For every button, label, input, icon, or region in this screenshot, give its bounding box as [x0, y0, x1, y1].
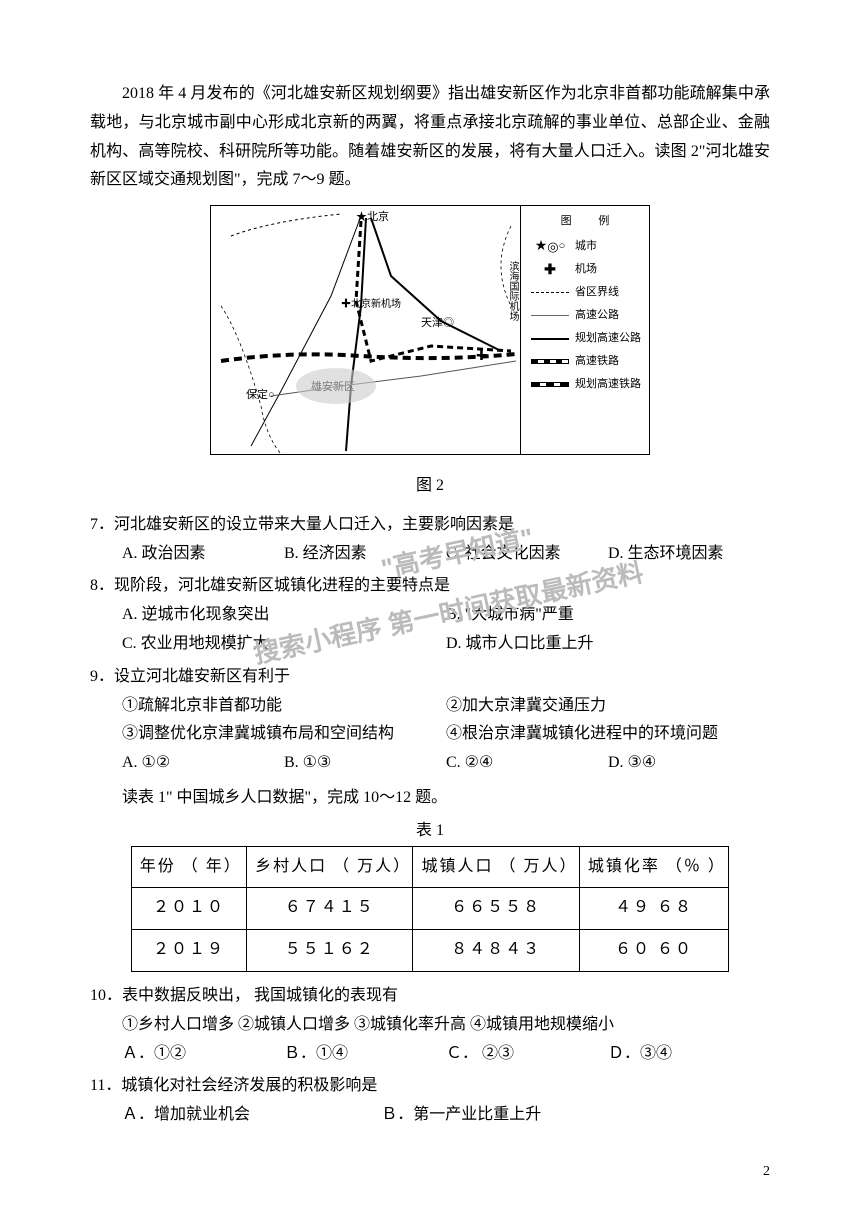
map-container: ★北京 ✚北京新机场 天津◎ ✚ 滨海国际机场 保定○ 雄安新区 图 例: [90, 205, 770, 501]
page-number: 2: [763, 1159, 770, 1184]
q7-opt-c: C. 社会文化因素: [446, 540, 608, 569]
table-row: ２０１９ ５５１６２ ８４８４３ ６０ ６０: [131, 930, 728, 972]
question-7: 7．河北雄安新区的设立带来大量人口迁入，主要影响因素是 A. 政治因素 B. 经…: [90, 511, 770, 569]
th: 城镇人口 （ 万人）: [413, 846, 579, 888]
td: ４９ ６８: [579, 888, 728, 930]
th: 年份 （ 年）: [131, 846, 246, 888]
q11-opt-b: Ｂ．第一产业比重上升: [381, 1101, 770, 1130]
q10-opt-d: Ｄ．③④: [608, 1040, 770, 1069]
q8-opt-b: B. "大城市病"严重: [446, 601, 770, 630]
th: 城镇化率 （％ ）: [579, 846, 728, 888]
q9-s4: ④根治京津冀城镇化进程中的环境问题: [446, 720, 770, 749]
q7-stem: 7．河北雄安新区的设立带来大量人口迁入，主要影响因素是: [90, 511, 770, 540]
q7-opt-d: D. 生态环境因素: [608, 540, 770, 569]
q9-opt-c: C. ②④: [446, 749, 608, 778]
q9-s2: ②加大京津冀交通压力: [446, 692, 770, 721]
td: ２０１９: [131, 930, 246, 972]
legend-title: 图 例: [525, 212, 645, 232]
legend-plan-hsr: 规划高速铁路: [575, 375, 645, 395]
q8-opt-d: D. 城市人口比重上升: [446, 630, 770, 659]
td: ６６５５８: [413, 888, 579, 930]
q9-stem: 9．设立河北雄安新区有利于: [90, 663, 770, 692]
map-legend: 图 例 ★◎○ 城市 ✚ 机场 省区界线 高速公路 规划高速公路: [521, 206, 649, 454]
data-table: 年份 （ 年） 乡村人口 （ 万人） 城镇人口 （ 万人） 城镇化率 （％ ） …: [131, 846, 729, 972]
td: ８４８４３: [413, 930, 579, 972]
figure-caption: 图 2: [90, 472, 770, 501]
question-11: 11．城镇化对社会经济发展的积极影响是 Ａ．增加就业机会 Ｂ．第一产业比重上升: [90, 1072, 770, 1130]
td: ５５１６２: [247, 930, 413, 972]
map-routes: [211, 206, 521, 456]
question-9: 9．设立河北雄安新区有利于 ①疏解北京非首都功能 ②加大京津冀交通压力 ③调整优…: [90, 663, 770, 778]
th: 乡村人口 （ 万人）: [247, 846, 413, 888]
table-row: ２０１０ ６７４１５ ６６５５８ ４９ ６８: [131, 888, 728, 930]
q9-opt-a: A. ①②: [122, 749, 284, 778]
q10-opt-b: Ｂ．①④: [284, 1040, 446, 1069]
passage-intro: 2018 年 4 月发布的《河北雄安新区规划纲要》指出雄安新区作为北京非首都功能…: [90, 80, 770, 195]
table-intro: 读表 1" 中国城乡人口数据"，完成 10～12 题。: [90, 784, 770, 813]
map-figure: ★北京 ✚北京新机场 天津◎ ✚ 滨海国际机场 保定○ 雄安新区 图 例: [210, 205, 650, 455]
table-header-row: 年份 （ 年） 乡村人口 （ 万人） 城镇人口 （ 万人） 城镇化率 （％ ）: [131, 846, 728, 888]
legend-plan-highway: 规划高速公路: [575, 329, 645, 349]
q9-s3: ③调整优化京津冀城镇布局和空间结构: [122, 720, 446, 749]
q10-opt-c: Ｃ． ②③: [446, 1040, 608, 1069]
table-caption: 表 1: [90, 817, 770, 846]
q8-opt-c: C. 农业用地规模扩大: [122, 630, 446, 659]
q10-statements: ①乡村人口增多 ②城镇人口增多 ③城镇化率升高 ④城镇用地规模缩小: [90, 1011, 770, 1040]
q10-opt-a: Ａ．①②: [122, 1040, 284, 1069]
q8-stem: 8．现阶段，河北雄安新区城镇化进程的主要特点是: [90, 572, 770, 601]
q9-opt-b: B. ①③: [284, 749, 446, 778]
legend-highway: 高速公路: [575, 306, 645, 326]
td: ２０１０: [131, 888, 246, 930]
legend-city: 城市: [575, 237, 645, 257]
td: ６０ ６０: [579, 930, 728, 972]
legend-border: 省区界线: [575, 283, 645, 303]
q7-opt-a: A. 政治因素: [122, 540, 284, 569]
q7-opt-b: B. 经济因素: [284, 540, 446, 569]
q11-stem: 11．城镇化对社会经济发展的积极影响是: [90, 1072, 770, 1101]
td: ６７４１５: [247, 888, 413, 930]
legend-hsr: 高速铁路: [575, 352, 645, 372]
q11-opt-a: Ａ．增加就业机会: [122, 1101, 381, 1130]
question-8: 8．现阶段，河北雄安新区城镇化进程的主要特点是 A. 逆城市化现象突出 B. "…: [90, 572, 770, 658]
q10-stem: 10．表中数据反映出， 我国城镇化的表现有: [90, 982, 770, 1011]
q8-opt-a: A. 逆城市化现象突出: [122, 601, 446, 630]
q9-opt-d: D. ③④: [608, 749, 770, 778]
question-10: 10．表中数据反映出， 我国城镇化的表现有 ①乡村人口增多 ②城镇人口增多 ③城…: [90, 982, 770, 1068]
legend-airport: 机场: [575, 260, 645, 280]
map-area: ★北京 ✚北京新机场 天津◎ ✚ 滨海国际机场 保定○ 雄安新区: [211, 206, 521, 454]
q9-s1: ①疏解北京非首都功能: [122, 692, 446, 721]
